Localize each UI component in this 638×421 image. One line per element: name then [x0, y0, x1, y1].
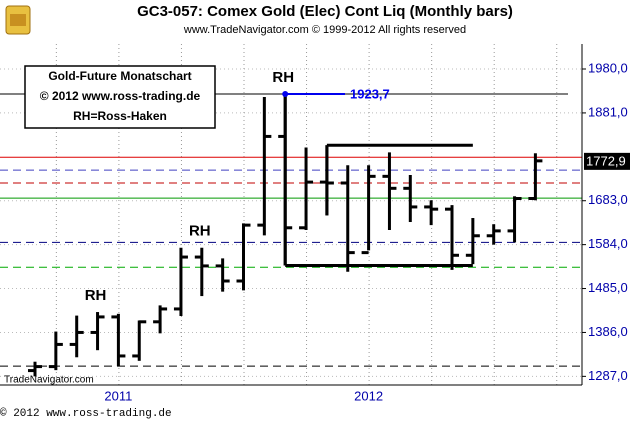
- logo: [5, 5, 31, 35]
- high-marker-dot: [282, 90, 289, 97]
- y-tick-label: 1881,0: [588, 104, 628, 119]
- x-tick-label: 2011: [104, 388, 132, 403]
- rh-label: RH: [272, 69, 294, 86]
- y-tick-label: 1386,0: [588, 324, 628, 339]
- chart-subtitle: www.TradeNavigator.com © 1999-2012 All r…: [183, 24, 466, 36]
- y-tick-label: 1584,0: [588, 236, 628, 251]
- rh-label: RH: [85, 287, 107, 304]
- high-marker-label: 1923,7: [350, 86, 390, 101]
- chart-title: GC3-057: Comex Gold (Elec) Cont Liq (Mon…: [137, 3, 513, 20]
- y-tick-label: 1980,0: [588, 60, 628, 75]
- footer: © 2012 www.ross-trading.de: [0, 408, 172, 420]
- watermark: TradeNavigator.com: [4, 375, 94, 386]
- rh-label: RH: [189, 223, 211, 240]
- info-text: RH=Ross-Haken: [73, 109, 167, 123]
- last-price-box: [584, 152, 630, 170]
- y-tick-label: 1485,0: [588, 280, 628, 295]
- last-price-label: 1772,9: [586, 153, 626, 168]
- info-text: Gold-Future Monatschart: [48, 69, 191, 83]
- y-tick-label: 1683,0: [588, 192, 628, 207]
- y-tick-label: 1287,0: [588, 368, 628, 383]
- info-text: © 2012 www.ross-trading.de: [40, 89, 201, 103]
- x-tick-label: 2012: [354, 388, 383, 403]
- info-box: [24, 65, 216, 129]
